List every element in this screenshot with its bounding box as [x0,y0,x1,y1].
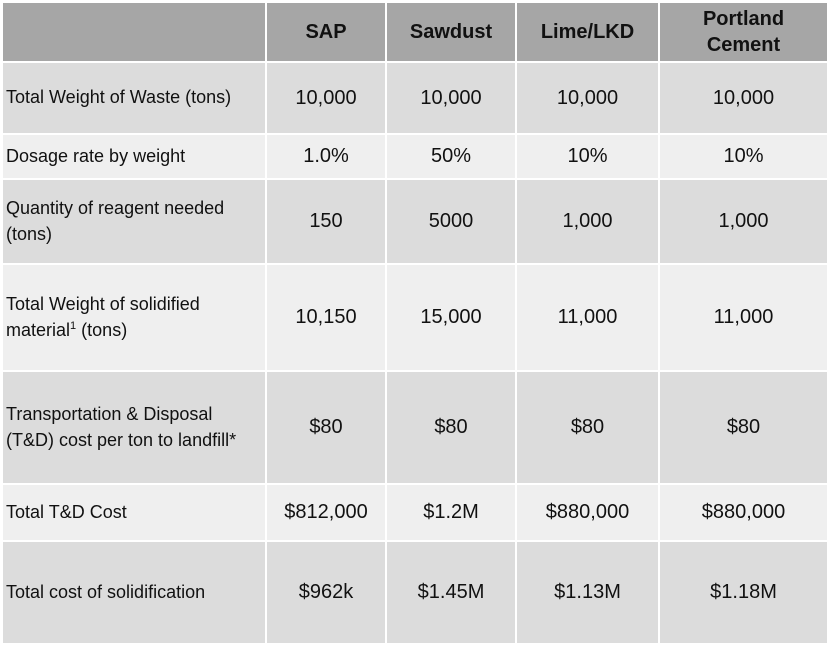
table-row: Total T&D Cost $812,000 $1.2M $880,000 $880,… [3,485,827,540]
table-row: Quantity of reagent needed (tons) 150 5000… [3,180,827,263]
value-cell: 5000 [387,180,515,263]
row-label: Total Weight of Waste (tons) [3,63,265,133]
value-cell: 150 [267,180,385,263]
value-cell: $80 [387,372,515,483]
header-cell: SAP [267,3,385,61]
value-cell: $80 [517,372,658,483]
table-body: Total Weight of Waste (tons) 10,000 10,000… [3,63,827,643]
row-label: Total T&D Cost [3,485,265,540]
row-label: Transportation & Disposal (T&D) cost per… [3,372,265,483]
header-cell [3,3,265,61]
header-row: SAP Sawdust Lime/LKD Portland Cement [3,3,827,61]
value-cell: 10,000 [267,63,385,133]
value-cell: 10,000 [660,63,827,133]
value-cell: 10,150 [267,265,385,370]
value-cell: $1.45M [387,542,515,643]
value-cell: 50% [387,135,515,178]
label-text: Total Weight of solidified material [6,294,200,340]
value-cell: $1.13M [517,542,658,643]
header-cell: Portland Cement [660,3,827,61]
value-cell: 1,000 [660,180,827,263]
value-cell: $80 [660,372,827,483]
label-text: (tons) [81,319,128,340]
row-label: Total Weight of solidified material1 (to… [3,265,265,370]
value-cell: $80 [267,372,385,483]
value-cell: $1.2M [387,485,515,540]
value-cell: 15,000 [387,265,515,370]
value-cell: $880,000 [517,485,658,540]
row-label: Quantity of reagent needed (tons) [3,180,265,263]
table-row: Transportation & Disposal (T&D) cost per… [3,372,827,483]
value-cell: 10% [660,135,827,178]
value-cell: $812,000 [267,485,385,540]
footnote-mark: 1 [70,319,77,332]
value-cell: 11,000 [517,265,658,370]
table-row: Dosage rate by weight 1.0% 50% 10% 10% [3,135,827,178]
row-label: Dosage rate by weight [3,135,265,178]
value-cell: 10,000 [387,63,515,133]
value-cell: 1.0% [267,135,385,178]
value-cell: 11,000 [660,265,827,370]
value-cell: 10,000 [517,63,658,133]
table-row: Total Weight of solidified material1 (to… [3,265,827,370]
header-cell: Lime/LKD [517,3,658,61]
value-cell: 1,000 [517,180,658,263]
table-row: Total Weight of Waste (tons) 10,000 10,000… [3,63,827,133]
header-cell: Sawdust [387,3,515,61]
value-cell: 10% [517,135,658,178]
row-label: Total cost of solidification [3,542,265,643]
table-row: Total cost of solidification $962k $1.45M $… [3,542,827,643]
value-cell: $1.18M [660,542,827,643]
value-cell: $880,000 [660,485,827,540]
value-cell: $962k [267,542,385,643]
